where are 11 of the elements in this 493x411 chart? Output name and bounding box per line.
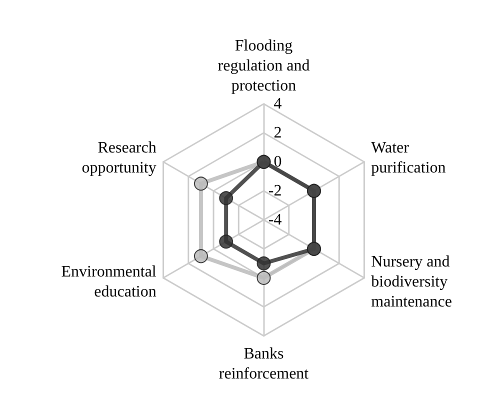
spoke-label: Nursery and biodiversity maintenance: [371, 253, 452, 310]
y-tick-label: 2: [274, 124, 282, 142]
spoke-label: Banks reinforcement: [218, 345, 310, 382]
y-tick-label: 4: [274, 95, 282, 112]
y-tick-label: -4: [268, 211, 282, 228]
spoke-label: Flooding regulation and protection: [218, 37, 310, 94]
y-tick-label: -2: [268, 182, 282, 200]
y-tick-label: 0: [274, 153, 282, 170]
spoke-label: Water purification: [371, 139, 446, 176]
spoke-label: Environmental education: [61, 263, 157, 300]
spoke-label: Research opportunity: [82, 139, 156, 176]
